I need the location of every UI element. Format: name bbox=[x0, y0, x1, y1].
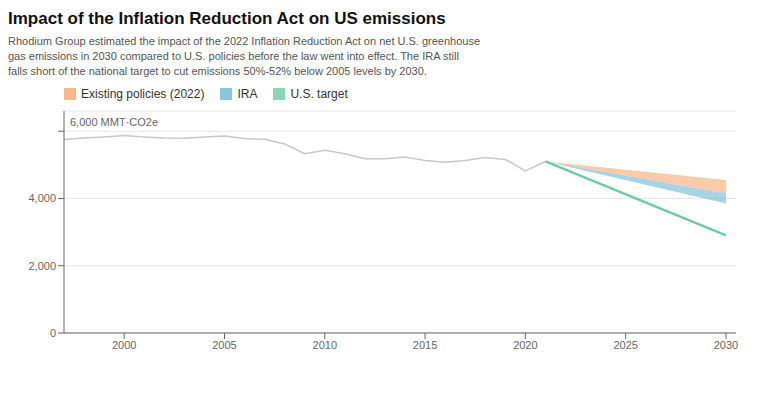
svg-text:0: 0 bbox=[50, 327, 56, 339]
svg-text:2020: 2020 bbox=[513, 339, 537, 351]
svg-text:2010: 2010 bbox=[313, 339, 337, 351]
svg-text:2,000: 2,000 bbox=[28, 260, 56, 272]
svg-text:4,000: 4,000 bbox=[28, 192, 56, 204]
html-text:Impact of the Inflation Reduct: Impact of the Inflation Reduction Act on… bbox=[8, 9, 446, 28]
svg-text:2005: 2005 bbox=[212, 339, 236, 351]
html-text:IRA: IRA bbox=[237, 87, 258, 101]
svg-text:2025: 2025 bbox=[613, 339, 637, 351]
svg-text:2000: 2000 bbox=[112, 339, 136, 351]
html-text:U.S. target: U.S. target bbox=[290, 87, 348, 101]
html-text:Existing policies (2022): Existing policies (2022) bbox=[81, 87, 205, 101]
svg-text:2015: 2015 bbox=[413, 339, 437, 351]
html-text:Rhodium Group estimated the im: Rhodium Group estimated the impact of th… bbox=[8, 35, 481, 77]
svg-text:6,000 MMT·CO2e: 6,000 MMT·CO2e bbox=[70, 116, 158, 128]
svg-text:2030: 2030 bbox=[714, 339, 738, 351]
